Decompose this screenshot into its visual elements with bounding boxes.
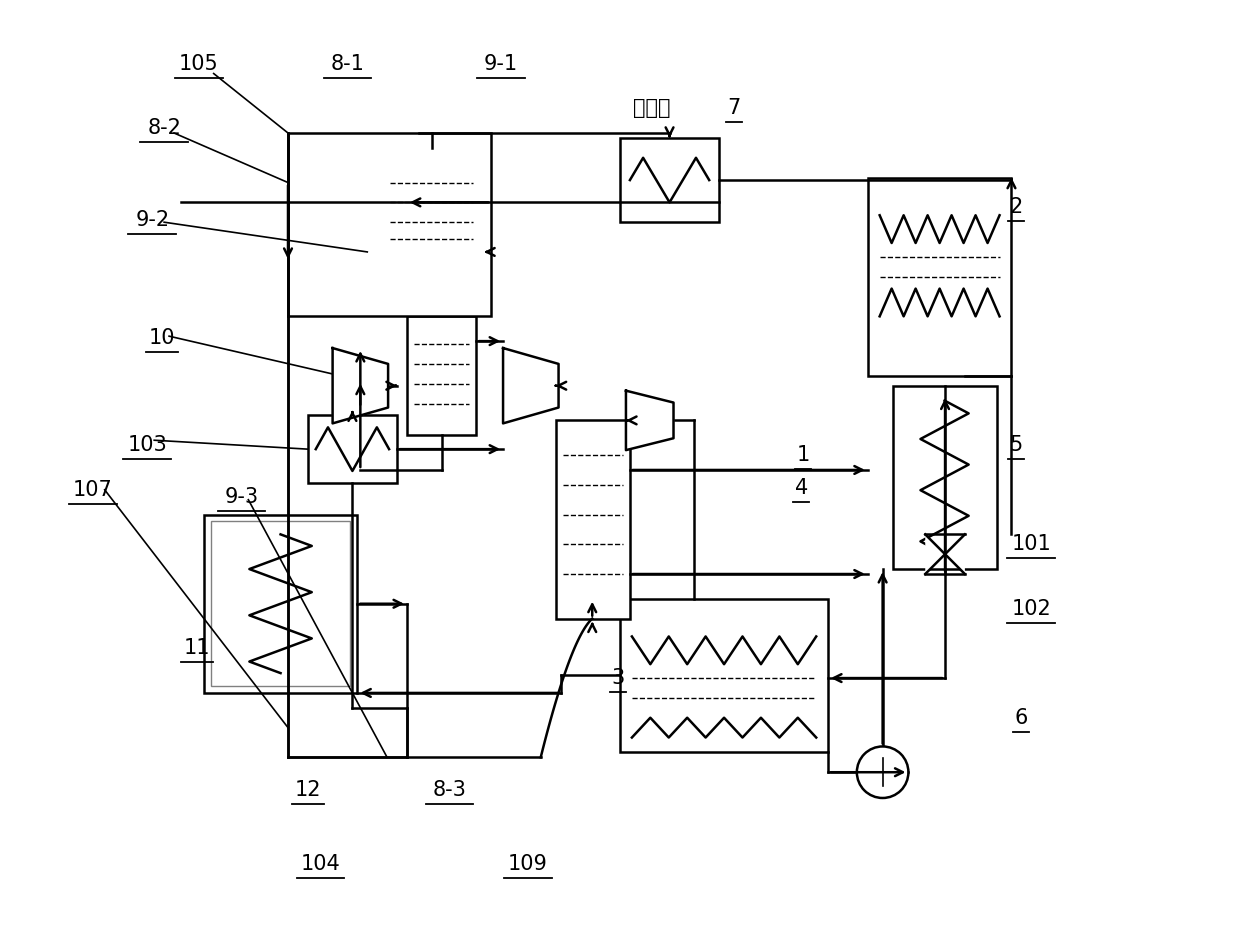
Text: 冷却水: 冷却水	[632, 99, 671, 118]
Bar	[211, 522, 351, 686]
Bar	[203, 514, 357, 693]
Text: 101: 101	[1012, 534, 1052, 554]
Text: 9-2: 9-2	[135, 210, 170, 231]
Text: 12: 12	[295, 780, 321, 800]
Polygon shape	[925, 535, 945, 574]
Text: 9-1: 9-1	[484, 54, 518, 73]
Text: 107: 107	[73, 480, 113, 499]
Polygon shape	[503, 348, 558, 423]
Bar	[556, 420, 630, 618]
Text: 4: 4	[795, 478, 808, 498]
Text: 8-1: 8-1	[331, 54, 365, 73]
Text: 109: 109	[508, 855, 548, 874]
Text: 3: 3	[611, 668, 625, 688]
Polygon shape	[332, 348, 388, 423]
Polygon shape	[626, 391, 673, 450]
Text: 1: 1	[797, 445, 810, 465]
Text: 11: 11	[184, 638, 210, 658]
Bar	[620, 599, 828, 752]
Text: 8-2: 8-2	[148, 118, 181, 138]
Text: 102: 102	[1012, 599, 1052, 618]
Bar	[620, 138, 719, 222]
Text: 5: 5	[1009, 435, 1023, 455]
Text: 8-3: 8-3	[433, 780, 466, 800]
Text: 7: 7	[728, 99, 740, 118]
Text: 9-3: 9-3	[224, 486, 258, 507]
Text: 103: 103	[128, 435, 167, 455]
Bar	[308, 416, 397, 483]
Bar	[893, 386, 997, 569]
Bar	[407, 316, 476, 435]
Text: 6: 6	[1014, 708, 1028, 727]
Text: 2: 2	[1009, 197, 1023, 218]
Bar	[868, 178, 1012, 376]
Circle shape	[857, 747, 909, 798]
Text: 105: 105	[179, 54, 218, 73]
Bar	[288, 133, 491, 316]
Bar	[382, 148, 481, 262]
Text: 10: 10	[149, 328, 175, 348]
Text: 104: 104	[301, 855, 341, 874]
Polygon shape	[945, 535, 965, 574]
